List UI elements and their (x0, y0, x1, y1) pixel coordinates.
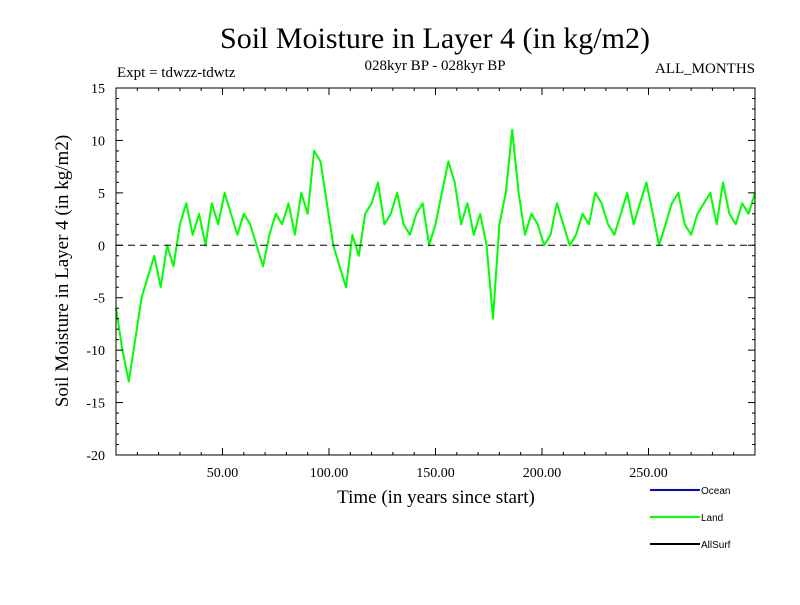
x-tick-label: 250.00 (629, 466, 668, 481)
legend-label-ocean: Ocean (701, 486, 730, 497)
chart-subtitle-left: Expt = tdwzz-tdwtz (117, 65, 236, 81)
series-line-land (115, 128, 756, 383)
y-tick-label: -5 (93, 292, 105, 307)
x-tick-label: 50.00 (207, 466, 239, 481)
x-axis-label: Time (in years since start) (337, 487, 535, 508)
chart-title: Soil Moisture in Layer 4 (in kg/m2) (220, 22, 650, 55)
legend-label-allsurf: AllSurf (701, 540, 731, 551)
plot-area: 15 10 5 0 -5 -10 -15 -20 50.00 100.00 150.00 200.00… (86, 82, 756, 481)
x-tick-label: 100.00 (310, 466, 349, 481)
plot-frame (115, 87, 756, 456)
y-tick-label: -15 (86, 397, 105, 412)
x-tick-label: 200.00 (523, 466, 562, 481)
x-tick-label: 150.00 (416, 466, 455, 481)
chart-subtitle-center: 028kyr BP - 028kyr BP (364, 58, 505, 74)
y-tick-label: 10 (91, 134, 105, 149)
y-tick-label: -10 (86, 344, 105, 359)
y-tick-label: 5 (98, 187, 105, 202)
legend: Ocean Land AllSurf (650, 486, 731, 551)
y-tick-label: -20 (86, 449, 105, 464)
legend-label-land: Land (701, 513, 723, 524)
y-tick-label: 0 (98, 239, 105, 254)
y-tick-label: 15 (91, 82, 105, 97)
y-axis-label: Soil Moisture in Layer 4 (in kg/m2) (52, 135, 73, 407)
chart-subtitle-right: ALL_MONTHS (655, 61, 755, 77)
